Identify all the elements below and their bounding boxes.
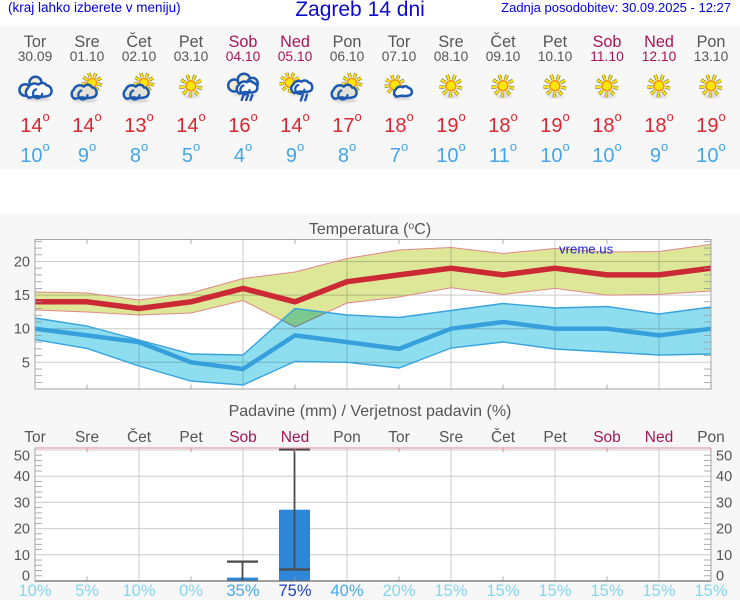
svg-text:Sre: Sre [439,429,463,446]
svg-text:0%: 0% [179,582,203,600]
svg-text:15%: 15% [486,582,519,600]
svg-text:30: 30 [716,495,732,511]
svg-text:35%: 35% [226,582,259,600]
svg-text:10: 10 [14,322,30,338]
svg-text:Čet: Čet [127,429,152,446]
svg-text:Ned: Ned [645,429,673,446]
svg-text:15%: 15% [434,582,467,600]
svg-text:0: 0 [716,569,724,585]
svg-text:Sob: Sob [593,429,621,446]
svg-text:10: 10 [716,548,732,564]
svg-text:0: 0 [22,569,30,585]
svg-text:30: 30 [14,495,30,511]
svg-text:Sob: Sob [229,429,257,446]
svg-text:Padavine (mm) / Verjetnost pad: Padavine (mm) / Verjetnost padavin (%) [229,403,512,420]
svg-text:20: 20 [716,522,732,538]
svg-text:Tor: Tor [388,429,410,446]
svg-text:75%: 75% [278,582,311,600]
svg-text:Pon: Pon [333,429,361,446]
svg-text:50: 50 [14,449,30,465]
svg-text:Čet: Čet [491,429,516,446]
svg-text:40%: 40% [330,582,363,600]
svg-text:40: 40 [14,469,30,485]
svg-text:50: 50 [716,449,732,465]
svg-text:Ned: Ned [281,429,309,446]
svg-text:15%: 15% [694,582,727,600]
svg-text:Pet: Pet [179,429,203,446]
svg-text:5%: 5% [75,582,99,600]
svg-text:15%: 15% [590,582,623,600]
svg-text:15%: 15% [538,582,571,600]
svg-text:15%: 15% [642,582,675,600]
svg-text:20%: 20% [382,582,415,600]
svg-text:Pet: Pet [543,429,567,446]
svg-text:20: 20 [14,255,30,271]
svg-text:10%: 10% [122,582,155,600]
svg-text:5: 5 [22,355,30,371]
svg-text:40: 40 [716,469,732,485]
svg-text:10%: 10% [18,582,51,600]
svg-text:Temperatura (oC): Temperatura (oC) [309,220,431,238]
svg-text:10: 10 [14,548,30,564]
svg-text:15: 15 [14,288,30,304]
svg-text:20: 20 [14,522,30,538]
svg-text:Tor: Tor [24,429,46,446]
svg-text:vreme.us: vreme.us [559,242,614,257]
svg-text:Pon: Pon [697,429,725,446]
svg-text:Sre: Sre [75,429,99,446]
